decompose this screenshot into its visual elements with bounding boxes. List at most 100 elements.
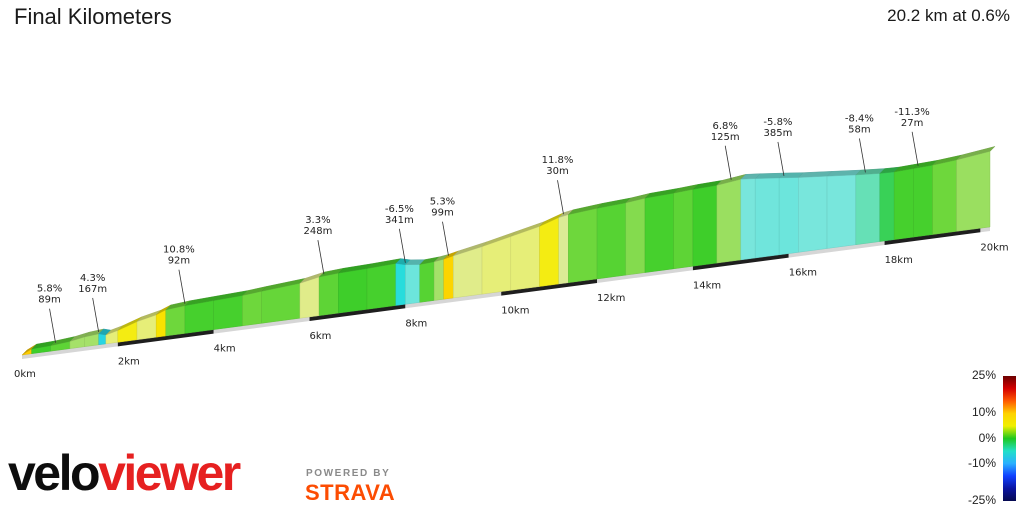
annotation-gradient: -6.5% — [385, 204, 414, 215]
x-tick-label: 16km — [789, 268, 817, 279]
annotation-gradient: 4.3% — [80, 273, 105, 284]
base-strip — [22, 227, 990, 359]
x-tick-label: 6km — [310, 331, 332, 342]
segment-face — [299, 276, 320, 319]
base-band — [980, 227, 990, 233]
segment-face — [98, 333, 107, 346]
annotation-gradient: 11.8% — [542, 155, 574, 166]
x-tick-label: 8km — [405, 318, 427, 329]
annotation-length: 248m — [303, 226, 332, 237]
segment-face — [242, 291, 262, 327]
base-band — [884, 228, 981, 245]
base-band — [788, 240, 885, 258]
annotation-length: 385m — [764, 128, 793, 139]
segment-face — [213, 295, 243, 330]
annotation-leader — [777, 141, 785, 176]
base-band — [692, 253, 789, 271]
segment-face — [740, 178, 756, 261]
base-band — [309, 304, 406, 321]
strava-logo: STRAVA — [305, 480, 396, 505]
segment-face — [338, 268, 368, 314]
segment-face — [165, 305, 186, 337]
annotation-leader — [92, 297, 100, 333]
segment-face — [754, 177, 780, 259]
segment-face — [798, 176, 828, 253]
segment-face — [539, 217, 559, 287]
annotation-length: 58m — [848, 124, 870, 135]
segment-face — [913, 165, 933, 238]
segment-face — [510, 226, 540, 291]
segment-face — [625, 198, 646, 276]
annotation-leader — [911, 131, 919, 166]
segment-face — [879, 171, 895, 242]
gradient-color-bar — [1003, 376, 1016, 501]
segment-face — [716, 179, 742, 264]
base-band — [501, 278, 598, 296]
annotation-leader — [859, 138, 866, 173]
segment-face — [692, 185, 718, 267]
segment-face — [184, 300, 214, 334]
gradient-legend: 25% 10% 0% -10% -25% — [940, 368, 1024, 512]
segment-face — [433, 259, 444, 301]
segment-face — [318, 273, 339, 316]
powered-by-label: POWERED BY — [306, 468, 391, 479]
segment-face — [405, 264, 420, 305]
segment-face — [366, 263, 396, 310]
legend-label-10: 10% — [971, 405, 996, 419]
base-band — [405, 291, 502, 309]
x-tick-label: 12km — [597, 293, 625, 304]
segment-face — [932, 159, 957, 235]
veloviewer-logo: veloviewer — [8, 445, 241, 501]
x-tick-label: 14km — [693, 280, 721, 291]
segment-face — [481, 236, 511, 295]
x-tick-label: 18km — [885, 255, 913, 266]
x-axis-ticks: 0km 2km 4km 6km 8km 10km 12km 14km 16km 18km 20km — [14, 242, 1009, 380]
legend-label-minus10: -10% — [967, 456, 996, 470]
annotation-length: 89m — [38, 295, 60, 306]
segment-face — [893, 168, 914, 240]
base-band — [22, 342, 118, 359]
segment-face — [568, 208, 598, 283]
base-band — [117, 329, 214, 347]
segment-face — [419, 261, 435, 303]
chart-title: Final Kilometers — [14, 4, 172, 29]
segment-face — [644, 192, 674, 273]
segment-face — [778, 177, 799, 256]
segment-face — [826, 174, 857, 249]
x-tick-label: 2km — [118, 356, 140, 367]
x-tick-label: 20km — [980, 242, 1008, 253]
x-tick-label: 0km — [14, 369, 36, 380]
legend-label-0: 0% — [978, 431, 996, 445]
annotation-gradient: 6.8% — [713, 121, 738, 132]
annotation-gradient: 3.3% — [305, 215, 330, 226]
annotation-length: 92m — [168, 256, 190, 267]
annotation-gradient: 5.3% — [430, 197, 455, 208]
climb-annotations: 5.8%89m 4.3%167m 10.8%92m 3.3%248m -6.5%341m… — [37, 107, 930, 343]
annotation-length: 30m — [546, 166, 568, 177]
segment-face — [596, 202, 627, 280]
annotation-gradient: -11.3% — [894, 107, 929, 118]
annotation-leader — [557, 180, 564, 215]
legend-label-max: 25% — [971, 368, 996, 382]
segment-face — [855, 173, 880, 245]
annotation-length: 99m — [431, 208, 453, 219]
legend-label-min: -25% — [967, 493, 996, 507]
annotation-gradient: -5.8% — [763, 117, 792, 128]
logo-viewer: viewer — [98, 445, 241, 501]
annotation-leader — [317, 240, 325, 275]
annotation-length: 341m — [385, 215, 414, 226]
segment-face — [155, 309, 166, 338]
segment-face — [453, 246, 483, 299]
base-band — [597, 266, 693, 283]
annotation-leader — [398, 228, 406, 263]
annotation-leader — [442, 221, 449, 256]
annotation-leader — [724, 145, 732, 180]
elevation-profile-chart: 0km 2km 4km 6km 8km 10km 12km 14km 16km 18km 20km 5… — [14, 107, 1009, 380]
segment-face — [395, 263, 406, 306]
annotation-gradient: -8.4% — [845, 113, 874, 124]
segment-face — [443, 255, 454, 300]
annotation-length: 27m — [901, 118, 923, 129]
base-band — [213, 316, 310, 334]
segment-face — [673, 189, 694, 270]
annotation-gradient: 10.8% — [163, 245, 195, 256]
